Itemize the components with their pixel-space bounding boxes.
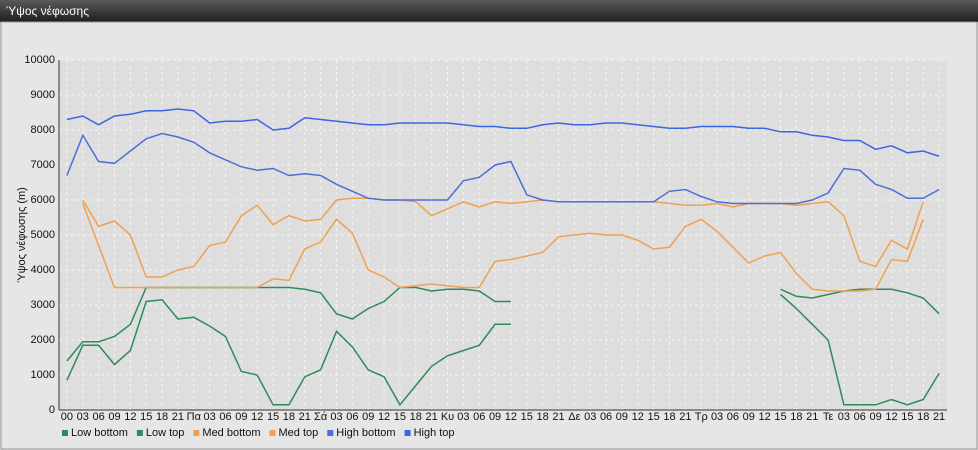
x-tick-label: 12 (124, 411, 136, 423)
series-line (82, 203, 924, 292)
x-tick-label: Κυ (441, 411, 454, 423)
y-tick-label: 7000 (31, 159, 55, 171)
x-tick-label: 15 (774, 411, 786, 423)
x-tick-label: 09 (489, 411, 501, 423)
x-tick-label: 03 (204, 411, 216, 423)
y-tick-label: 9000 (31, 89, 55, 101)
x-tick-label: 15 (648, 411, 660, 423)
legend-label: Med bottom (202, 427, 260, 439)
x-tick-label: 21 (552, 411, 564, 423)
x-tick-label: 21 (806, 411, 818, 423)
x-tick-label: 00 (61, 411, 73, 423)
x-tick-label: 12 (505, 411, 517, 423)
x-tick-label: Πα (187, 411, 202, 423)
x-tick-label: 18 (663, 411, 675, 423)
x-tick-label: 18 (917, 411, 929, 423)
legend-swatch (193, 430, 200, 436)
x-tick-label: 09 (616, 411, 628, 423)
y-tick-label: 10000 (24, 54, 55, 66)
x-tick-label: 21 (299, 411, 311, 423)
legend-label: High bottom (336, 427, 395, 439)
legend-label: Med top (279, 427, 319, 439)
legend-label: Low bottom (71, 427, 128, 439)
series-line (66, 293, 940, 407)
title-bar (0, 0, 978, 22)
x-tick-label: 09 (108, 411, 120, 423)
x-tick-label: 09 (235, 411, 247, 423)
x-tick-label: 15 (901, 411, 913, 423)
x-tick-label: Σά (314, 411, 328, 423)
x-tick-label: 09 (870, 411, 882, 423)
x-tick-label: 06 (854, 411, 866, 423)
x-tick-label: 03 (711, 411, 723, 423)
x-tick-label: Δε (568, 411, 580, 423)
x-tick-label: 06 (346, 411, 358, 423)
chart-title: Ύψος νέφωσης (6, 4, 89, 18)
x-tick-label: 21 (679, 411, 691, 423)
y-tick-label: 3000 (31, 299, 55, 311)
x-tick-label: 03 (838, 411, 850, 423)
x-tick-label: 12 (378, 411, 390, 423)
y-tick-label: 5000 (31, 229, 55, 241)
x-tick-label: 21 (933, 411, 945, 423)
x-tick-label: 18 (410, 411, 422, 423)
y-axis-label: Ύψος νέφωσης (m) (16, 187, 28, 283)
x-tick-label: 12 (251, 411, 263, 423)
x-tick-label: 12 (759, 411, 771, 423)
legend-label: Low top (146, 427, 185, 439)
y-tick-label: 0 (49, 404, 55, 416)
x-tick-label: 21 (426, 411, 438, 423)
x-tick-label: 18 (790, 411, 802, 423)
x-tick-label: Τε (823, 411, 834, 423)
x-tick-label: 06 (727, 411, 739, 423)
series-line (66, 132, 940, 205)
x-tick-label: 09 (743, 411, 755, 423)
x-tick-label: 18 (283, 411, 295, 423)
x-tick-label: 06 (93, 411, 105, 423)
y-tick-label: 8000 (31, 124, 55, 136)
x-tick-label: 12 (885, 411, 897, 423)
x-tick-label: 18 (156, 411, 168, 423)
x-tick-label: 06 (219, 411, 231, 423)
x-tick-label: 12 (632, 411, 644, 423)
x-tick-label: 03 (584, 411, 596, 423)
x-tick-label: 18 (537, 411, 549, 423)
x-tick-label: 03 (330, 411, 342, 423)
x-tick-label: 06 (600, 411, 612, 423)
x-tick-label: 09 (362, 411, 374, 423)
legend-label: High top (414, 427, 455, 439)
y-tick-label: 1000 (31, 369, 55, 381)
x-tick-label: 15 (140, 411, 152, 423)
x-tick-label: Τρ (695, 411, 708, 423)
x-tick-label: 06 (473, 411, 485, 423)
legend-swatch (136, 430, 143, 436)
y-tick-label: 4000 (31, 264, 55, 276)
series-line (66, 108, 940, 158)
x-tick-label: 15 (394, 411, 406, 423)
legend-swatch (269, 430, 276, 436)
legend-swatch (327, 430, 334, 436)
y-tick-label: 6000 (31, 194, 55, 206)
x-tick-label: 03 (77, 411, 89, 423)
x-tick-label: 15 (521, 411, 533, 423)
series-line (66, 286, 940, 362)
x-tick-label: 03 (457, 411, 469, 423)
y-tick-label: 2000 (31, 334, 55, 346)
legend-swatch (404, 430, 411, 436)
x-tick-label: 21 (172, 411, 184, 423)
x-tick-label: 15 (267, 411, 279, 423)
legend-swatch (62, 430, 68, 436)
